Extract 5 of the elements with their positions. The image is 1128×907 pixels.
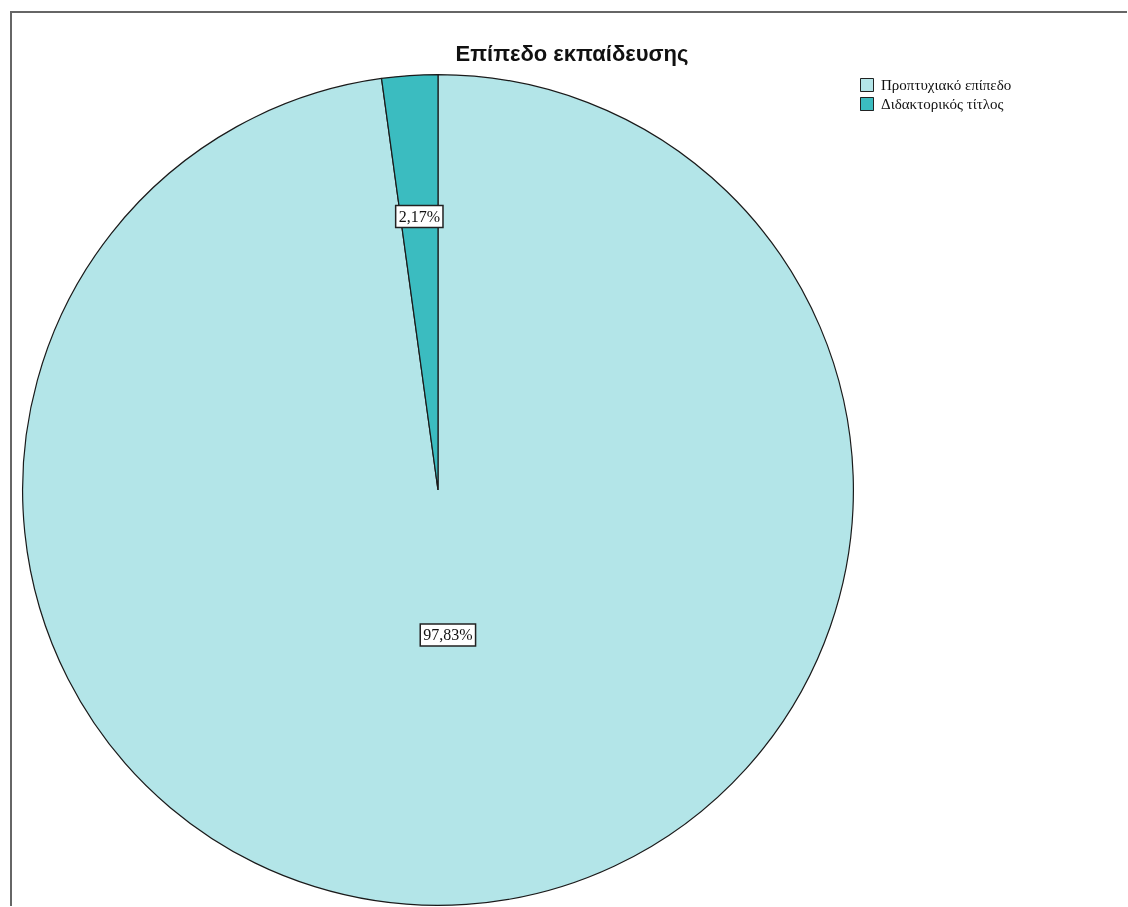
data-label: 2,17% [398,207,440,225]
legend-label: Διδακτορικός τίτλος [881,95,1004,112]
legend-label: Προπτυχιακό επίπεδο [881,76,1012,93]
chart-title: Επίπεδο εκπαίδευσης [455,41,689,66]
data-label: 97,83% [423,626,473,644]
